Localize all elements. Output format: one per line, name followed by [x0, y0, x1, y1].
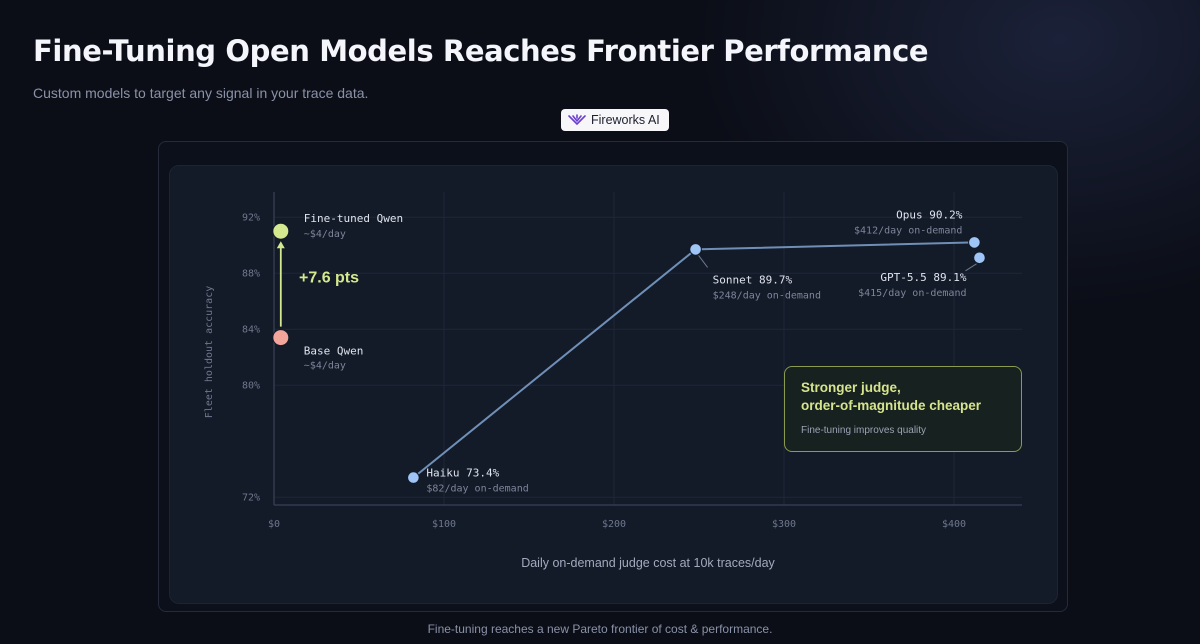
- callout-title-line1: Stronger judge,: [801, 380, 901, 395]
- point-label-base: Base Qwen: [304, 345, 364, 358]
- y-tick-label: 80%: [242, 381, 260, 392]
- x-tick-label: $200: [602, 519, 626, 530]
- point-sublabel-haiku: $82/day on-demand: [426, 484, 528, 495]
- point-haiku: [407, 471, 420, 484]
- point-sublabel-gpt: $415/day on-demand: [858, 288, 966, 299]
- y-axis-title: Fleet holdout accuracy: [204, 286, 215, 418]
- callout-box: Stronger judge, order-of-magnitude cheap…: [784, 366, 1022, 452]
- improvement-label: +7.6 pts: [299, 269, 359, 286]
- point-label-sonnet: Sonnet 89.7%: [713, 273, 793, 286]
- chart-caption: Fine-tuning reaches a new Pareto frontie…: [427, 622, 773, 636]
- x-tick-label: $400: [942, 519, 966, 530]
- x-tick-label: $0: [268, 519, 280, 530]
- point-finetuned: [272, 222, 290, 240]
- brand-label: Fireworks AI: [591, 113, 660, 127]
- gpt-label-connector: [965, 263, 977, 272]
- point-sublabel-sonnet: $248/day on-demand: [713, 290, 821, 301]
- y-tick-label: 88%: [242, 269, 260, 280]
- point-label-opus: Opus 90.2%: [896, 208, 963, 221]
- fireworks-badge: Fireworks AI: [561, 109, 669, 131]
- point-opus: [968, 236, 981, 249]
- sonnet-label-connector: [698, 255, 708, 268]
- point-sublabel-finetuned: ~$4/day: [304, 229, 346, 240]
- y-tick-label: 72%: [242, 493, 260, 504]
- callout-text: Fine-tuning improves quality: [801, 425, 927, 436]
- improvement-arrow-head: [276, 241, 285, 249]
- x-tick-label: $100: [432, 519, 456, 530]
- x-tick-label: $300: [772, 519, 796, 530]
- y-tick-label: 84%: [242, 325, 260, 336]
- point-label-gpt: GPT-5.5 89.1%: [880, 271, 966, 284]
- point-sublabel-base: ~$4/day: [304, 361, 346, 372]
- point-base: [272, 329, 290, 347]
- page-title: Fine-Tuning Open Models Reaches Frontier…: [33, 34, 929, 68]
- point-label-haiku: Haiku 73.4%: [426, 467, 499, 480]
- point-label-finetuned: Fine-tuned Qwen: [304, 212, 403, 225]
- y-tick-label: 92%: [242, 213, 260, 224]
- fireworks-logo-icon: [568, 114, 586, 125]
- point-gpt: [973, 251, 986, 265]
- callout-title-line2: order-of-magnitude cheaper: [801, 398, 982, 413]
- point-sonnet: [689, 243, 702, 256]
- x-axis-title: Daily on-demand judge cost at 10k traces…: [521, 556, 775, 570]
- point-sublabel-opus: $412/day on-demand: [854, 225, 962, 236]
- page-subtitle: Custom models to target any signal in yo…: [33, 85, 369, 101]
